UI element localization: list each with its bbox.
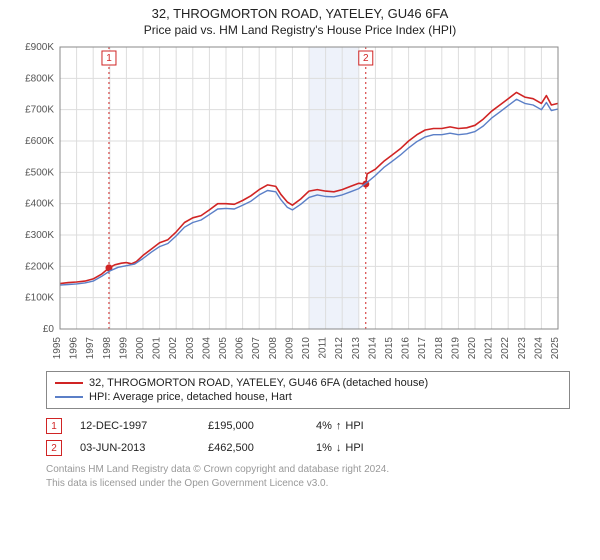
chart-subtitle: Price paid vs. HM Land Registry's House … <box>10 23 590 37</box>
legend-item: HPI: Average price, detached house, Hart <box>55 390 561 404</box>
svg-text:£900K: £900K <box>25 43 54 53</box>
svg-text:1: 1 <box>106 53 112 64</box>
chart-area: £0 £100K £200K £300K £400K £500K £600K £700K £80… <box>0 39 600 363</box>
sale-index-box: 2 <box>46 440 62 456</box>
svg-text:2009: 2009 <box>284 337 295 360</box>
svg-text:£100K: £100K <box>25 293 54 304</box>
svg-text:2016: 2016 <box>401 337 412 360</box>
svg-text:2021: 2021 <box>484 337 495 360</box>
legend-item: 32, THROGMORTON ROAD, YATELEY, GU46 6FA … <box>55 376 561 390</box>
chart-container: 32, THROGMORTON ROAD, YATELEY, GU46 6FA … <box>0 0 600 490</box>
svg-text:2004: 2004 <box>201 337 212 360</box>
svg-text:2015: 2015 <box>384 337 395 360</box>
attribution-line2: This data is licensed under the Open Gov… <box>46 477 570 491</box>
legend-swatch <box>55 396 83 398</box>
svg-text:1998: 1998 <box>102 337 113 360</box>
svg-text:£300K: £300K <box>25 230 54 241</box>
svg-text:2025: 2025 <box>550 337 561 360</box>
svg-text:£400K: £400K <box>25 199 54 210</box>
sale-diff: 1%↓HPI <box>316 442 406 454</box>
svg-text:2013: 2013 <box>351 337 362 360</box>
attribution-text: Contains HM Land Registry data © Crown c… <box>46 463 570 490</box>
svg-text:2018: 2018 <box>434 337 445 360</box>
svg-text:2001: 2001 <box>152 337 163 360</box>
svg-text:2017: 2017 <box>417 337 428 360</box>
line-chart: £0 £100K £200K £300K £400K £500K £600K £700K £80… <box>10 43 570 363</box>
svg-text:£500K: £500K <box>25 167 54 178</box>
svg-text:2023: 2023 <box>517 337 528 360</box>
svg-text:£800K: £800K <box>25 73 54 84</box>
sale-diff: 4%↑HPI <box>316 420 406 432</box>
sales-table: 1 12-DEC-1997 £195,000 4%↑HPI 2 03-JUN-2013 £4… <box>46 415 570 459</box>
svg-text:2: 2 <box>363 53 369 64</box>
svg-text:2008: 2008 <box>268 337 279 360</box>
svg-text:£200K: £200K <box>25 261 54 272</box>
svg-text:2007: 2007 <box>251 337 262 360</box>
arrow-up-icon: ↑ <box>336 420 342 432</box>
svg-text:1997: 1997 <box>85 337 96 360</box>
svg-text:2003: 2003 <box>185 337 196 360</box>
svg-text:1995: 1995 <box>52 337 63 360</box>
legend: 32, THROGMORTON ROAD, YATELEY, GU46 6FA … <box>46 371 570 409</box>
legend-swatch <box>55 382 83 384</box>
legend-label: 32, THROGMORTON ROAD, YATELEY, GU46 6FA … <box>89 377 428 389</box>
attribution-line1: Contains HM Land Registry data © Crown c… <box>46 463 570 477</box>
sale-date: 03-JUN-2013 <box>80 442 190 454</box>
svg-text:2024: 2024 <box>533 337 544 360</box>
svg-text:£700K: £700K <box>25 105 54 116</box>
svg-text:2019: 2019 <box>450 337 461 360</box>
svg-text:2000: 2000 <box>135 337 146 360</box>
sale-price: £462,500 <box>208 442 298 454</box>
svg-text:£600K: £600K <box>25 136 54 147</box>
svg-text:1999: 1999 <box>118 337 129 360</box>
svg-text:1996: 1996 <box>69 337 80 360</box>
svg-text:2014: 2014 <box>367 337 378 360</box>
svg-text:2012: 2012 <box>334 337 345 360</box>
svg-text:£0: £0 <box>43 324 55 335</box>
svg-text:2002: 2002 <box>168 337 179 360</box>
sale-price: £195,000 <box>208 420 298 432</box>
svg-text:2006: 2006 <box>235 337 246 360</box>
sale-date: 12-DEC-1997 <box>80 420 190 432</box>
svg-text:2005: 2005 <box>218 337 229 360</box>
arrow-down-icon: ↓ <box>336 442 342 454</box>
legend-label: HPI: Average price, detached house, Hart <box>89 391 292 403</box>
sale-index-box: 1 <box>46 418 62 434</box>
titles-block: 32, THROGMORTON ROAD, YATELEY, GU46 6FA … <box>0 0 600 39</box>
svg-text:2020: 2020 <box>467 337 478 360</box>
chart-title: 32, THROGMORTON ROAD, YATELEY, GU46 6FA <box>10 6 590 21</box>
svg-text:2022: 2022 <box>500 337 511 360</box>
sale-row: 1 12-DEC-1997 £195,000 4%↑HPI <box>46 415 570 437</box>
svg-text:2010: 2010 <box>301 337 312 360</box>
svg-text:2011: 2011 <box>318 337 329 359</box>
sale-row: 2 03-JUN-2013 £462,500 1%↓HPI <box>46 437 570 459</box>
